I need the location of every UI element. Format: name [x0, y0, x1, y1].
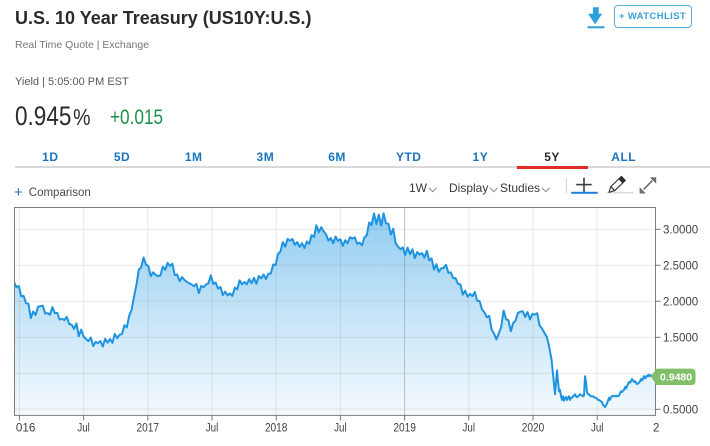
svg-text:2020: 2020 [522, 423, 545, 435]
svg-text:Jul: Jul [334, 423, 347, 435]
svg-text:Jul: Jul [77, 423, 90, 435]
svg-text:2019: 2019 [393, 423, 416, 435]
svg-text:Jul: Jul [463, 423, 476, 435]
svg-text:Jul: Jul [591, 423, 604, 435]
svg-text:1.5000: 1.5000 [663, 332, 698, 344]
svg-text:016: 016 [16, 423, 36, 435]
svg-text:Jul: Jul [206, 423, 219, 435]
svg-text:2.5000: 2.5000 [663, 260, 698, 272]
svg-text:2.0000: 2.0000 [663, 296, 698, 308]
svg-text:2018: 2018 [265, 423, 288, 435]
svg-text:2017: 2017 [137, 423, 160, 435]
svg-text:2: 2 [653, 423, 659, 435]
svg-text:3.0000: 3.0000 [663, 224, 698, 236]
svg-text:0.9480: 0.9480 [660, 372, 692, 384]
svg-text:0.5000: 0.5000 [663, 404, 698, 416]
